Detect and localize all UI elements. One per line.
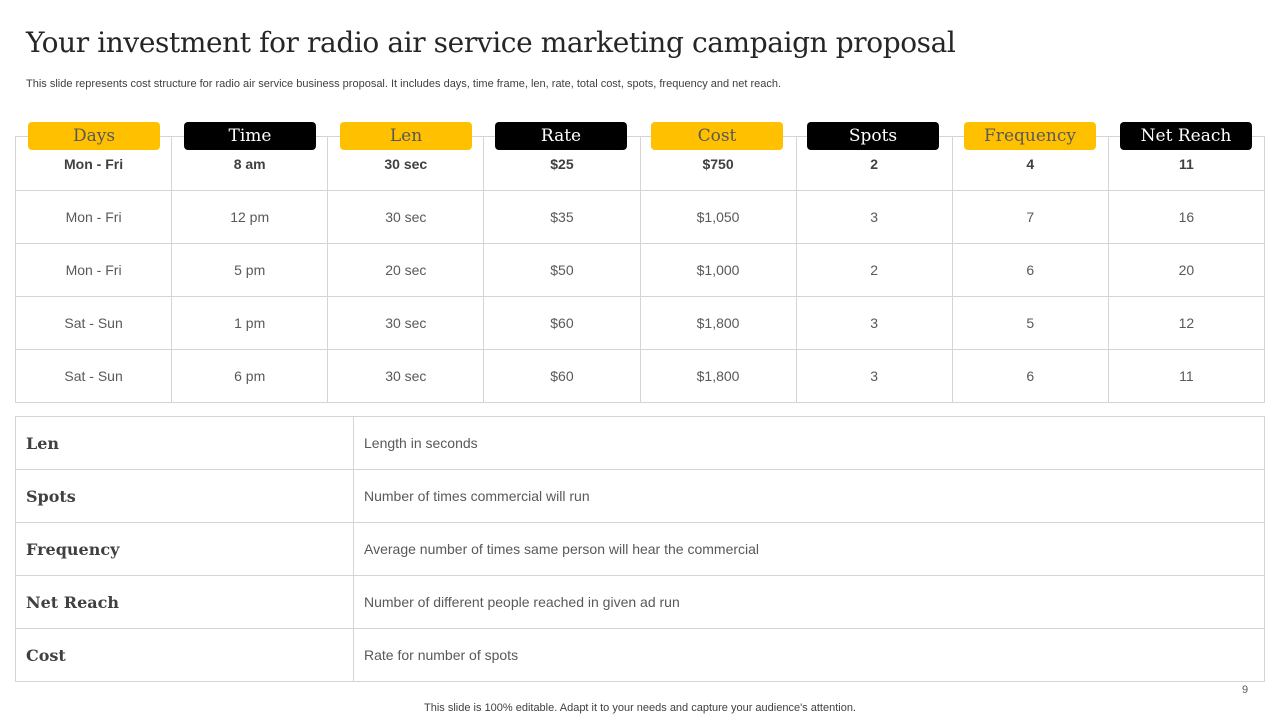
definition-description: Number of different people reached in gi… (353, 575, 1265, 629)
definition-description: Average number of times same person will… (353, 522, 1265, 576)
cell-days: Sat - Sun (14, 349, 173, 403)
definition-term: Spots (15, 469, 354, 523)
cell-spots: 2 (795, 243, 953, 297)
cost-table: Mon - Fri 8 am 30 sec $25 $750 2 4 11 Mo… (14, 136, 1266, 403)
cell-days: Mon - Fri (14, 190, 173, 244)
cell-len: 30 sec (327, 349, 485, 403)
cell-time: 1 pm (171, 296, 329, 350)
cell-net-reach: 11 (1107, 349, 1266, 403)
definition-row: Len Length in seconds (15, 416, 1265, 470)
cell-time: 6 pm (171, 349, 329, 403)
definition-description: Rate for number of spots (353, 628, 1265, 682)
cell-rate: $50 (483, 243, 641, 297)
definition-term: Len (15, 416, 354, 470)
definition-row: Frequency Average number of times same p… (15, 522, 1265, 576)
cell-rate: $60 (483, 296, 641, 350)
header-rate: Rate (495, 122, 627, 150)
cell-days: Sat - Sun (14, 296, 173, 350)
header-len: Len (340, 122, 472, 150)
cell-net-reach: 12 (1107, 296, 1266, 350)
header-cost: Cost (651, 122, 783, 150)
cell-len: 20 sec (327, 243, 485, 297)
table-row: Sat - Sun 1 pm 30 sec $60 $1,800 3 5 12 (14, 296, 1266, 350)
cell-cost: $1,800 (639, 296, 797, 350)
header-days: Days (28, 122, 160, 150)
cell-frequency: 5 (951, 296, 1109, 350)
definition-description: Length in seconds (353, 416, 1265, 470)
cell-spots: 3 (795, 190, 953, 244)
header-time: Time (184, 122, 316, 150)
cell-frequency: 7 (951, 190, 1109, 244)
header-net-reach: Net Reach (1120, 122, 1252, 150)
cell-net-reach: 20 (1107, 243, 1266, 297)
table-row: Mon - Fri 12 pm 30 sec $35 $1,050 3 7 16 (14, 190, 1266, 244)
header-spots: Spots (807, 122, 939, 150)
page-number: 9 (1242, 684, 1249, 696)
cell-days: Mon - Fri (14, 243, 173, 297)
definition-term: Frequency (15, 522, 354, 576)
slide-title: Your investment for radio air service ma… (26, 26, 956, 59)
cell-frequency: 6 (951, 349, 1109, 403)
header-frequency: Frequency (964, 122, 1096, 150)
cell-frequency: 6 (951, 243, 1109, 297)
definitions-table: Len Length in seconds Spots Number of ti… (15, 416, 1265, 682)
cell-spots: 3 (795, 296, 953, 350)
cell-len: 30 sec (327, 190, 485, 244)
table-row: Mon - Fri 5 pm 20 sec $50 $1,000 2 6 20 (14, 243, 1266, 297)
definition-row: Spots Number of times commercial will ru… (15, 469, 1265, 523)
cell-cost: $1,000 (639, 243, 797, 297)
cell-rate: $35 (483, 190, 641, 244)
footer-note: This slide is 100% editable. Adapt it to… (424, 702, 856, 714)
cell-cost: $1,050 (639, 190, 797, 244)
definition-term: Net Reach (15, 575, 354, 629)
slide-subtitle: This slide represents cost structure for… (26, 78, 782, 90)
cell-time: 5 pm (171, 243, 329, 297)
definition-term: Cost (15, 628, 354, 682)
table-row: Sat - Sun 6 pm 30 sec $60 $1,800 3 6 11 (14, 349, 1266, 403)
cell-rate: $60 (483, 349, 641, 403)
definition-row: Net Reach Number of different people rea… (15, 575, 1265, 629)
definition-description: Number of times commercial will run (353, 469, 1265, 523)
cell-spots: 3 (795, 349, 953, 403)
cell-cost: $1,800 (639, 349, 797, 403)
cell-net-reach: 16 (1107, 190, 1266, 244)
definition-row: Cost Rate for number of spots (15, 628, 1265, 682)
cell-time: 12 pm (171, 190, 329, 244)
cell-len: 30 sec (327, 296, 485, 350)
